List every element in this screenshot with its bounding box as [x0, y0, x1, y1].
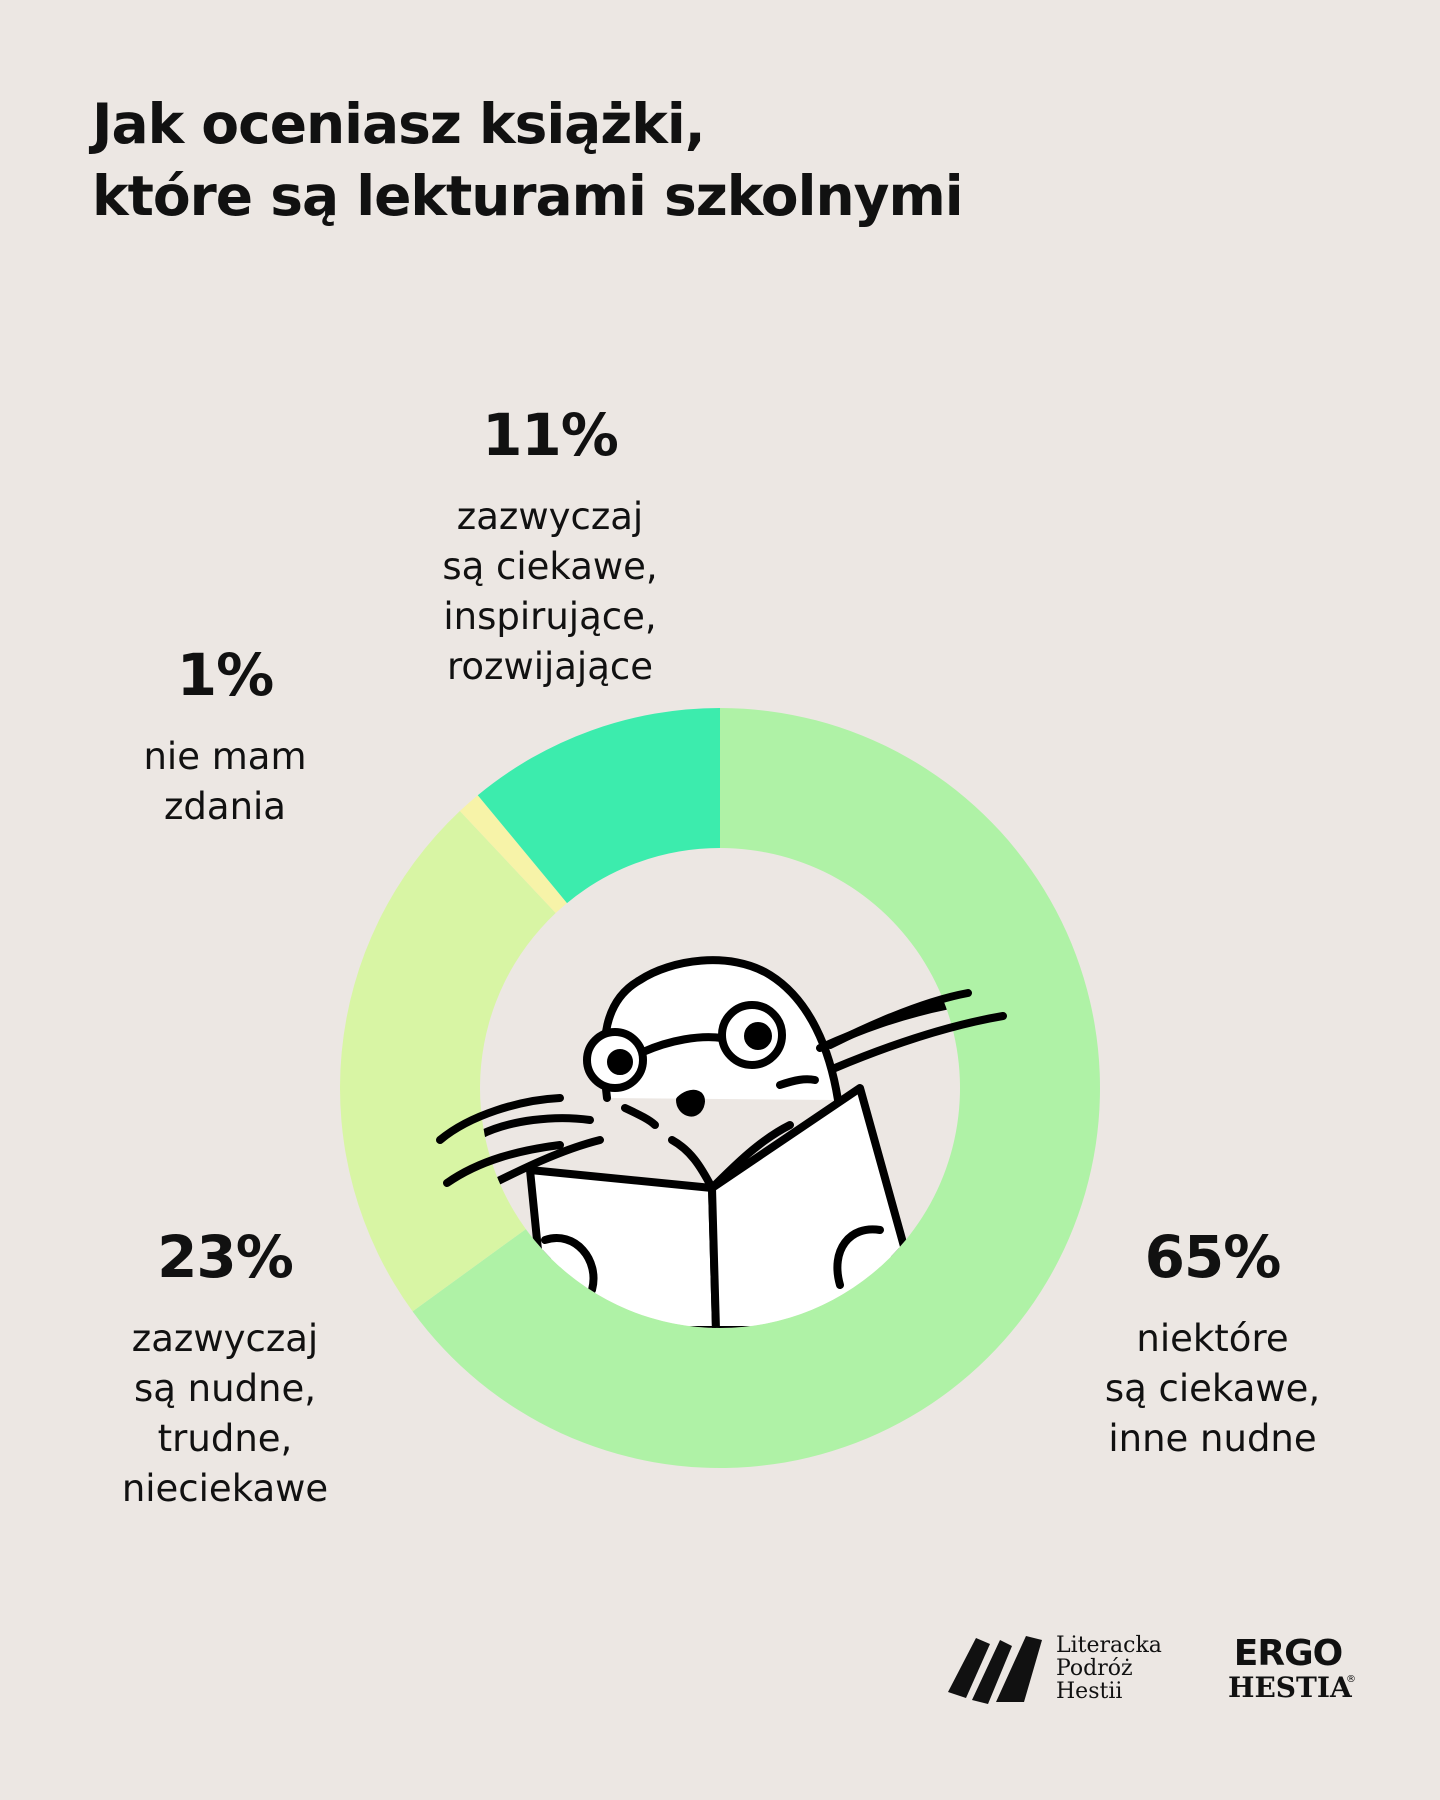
slice-11-desc-line: są ciekawe,: [442, 545, 658, 588]
slice-1-percent: 1%: [176, 641, 274, 709]
slice-65-description: niektóre są ciekawe, inne nudne: [1080, 1314, 1345, 1464]
slice-65-desc-line: są ciekawe,: [1104, 1367, 1321, 1410]
slice-label-23: 23% zazwyczaj są nudne, trudne, niecieka…: [95, 1222, 355, 1514]
slice-11-description: zazwyczaj są ciekawe, inspirujące, rozwi…: [430, 492, 670, 692]
slice-65-percent: 65%: [1144, 1223, 1282, 1291]
lph-mark-icon: [948, 1636, 1042, 1704]
slice-23-description: zazwyczaj są nudne, trudne, nieciekawe: [95, 1314, 355, 1514]
slice-label-65: 65% niektóre są ciekawe, inne nudne: [1080, 1222, 1345, 1464]
slice-1-description: nie mam zdania: [110, 732, 340, 832]
donut-slice-1: [459, 795, 568, 914]
literacka-podroz-hestii-logo: Literacka Podróż Hestii: [946, 1630, 1176, 1710]
slice-1-desc-line: nie mam: [143, 735, 307, 778]
slice-65-desc-line: niektóre: [1136, 1317, 1289, 1360]
slice-23-desc-line: trudne,: [157, 1417, 293, 1460]
slice-11-desc-line: zazwyczaj: [456, 495, 644, 538]
lph-line: Podróż: [1056, 1656, 1133, 1681]
registered-mark: ®: [1346, 1674, 1356, 1685]
donut-slice-11: [477, 708, 720, 904]
ergo-hestia-logo: ERGO HESTIA ®: [1228, 1630, 1358, 1710]
slice-11-percent: 11%: [482, 401, 619, 469]
slice-23-desc-line: są nudne,: [133, 1367, 317, 1410]
slice-65-desc-line: inne nudne: [1108, 1417, 1317, 1460]
lph-line: Literacka: [1056, 1633, 1162, 1658]
donut-slice-65: [412, 708, 1100, 1468]
slice-11-desc-line: rozwijające: [446, 645, 653, 688]
page-title: Jak oceniasz książki, które są lekturami…: [92, 88, 1292, 232]
lph-wordmark: Literacka Podróż Hestii: [1056, 1634, 1162, 1703]
slice-1-desc-line: zdania: [164, 785, 286, 828]
donut-slices: [340, 708, 1100, 1468]
slice-23-percent: 23%: [157, 1223, 294, 1291]
slice-23-desc-line: nieciekawe: [121, 1467, 329, 1510]
ergo-wordmark: ERGO: [1233, 1633, 1343, 1674]
reading-mole-illustration: [436, 956, 1007, 1328]
title-line-2: które są lekturami szkolnymi: [92, 164, 964, 228]
title-line-1: Jak oceniasz książki,: [92, 92, 706, 156]
hestia-wordmark: HESTIA: [1228, 1671, 1352, 1704]
lph-line: Hestii: [1056, 1679, 1123, 1704]
slice-label-11: 11% zazwyczaj są ciekawe, inspirujące, r…: [430, 400, 670, 692]
slice-23-desc-line: zazwyczaj: [131, 1317, 319, 1360]
donut-slice-23: [340, 810, 556, 1312]
slice-label-1: 1% nie mam zdania: [110, 640, 340, 832]
slice-11-desc-line: inspirujące,: [443, 595, 657, 638]
